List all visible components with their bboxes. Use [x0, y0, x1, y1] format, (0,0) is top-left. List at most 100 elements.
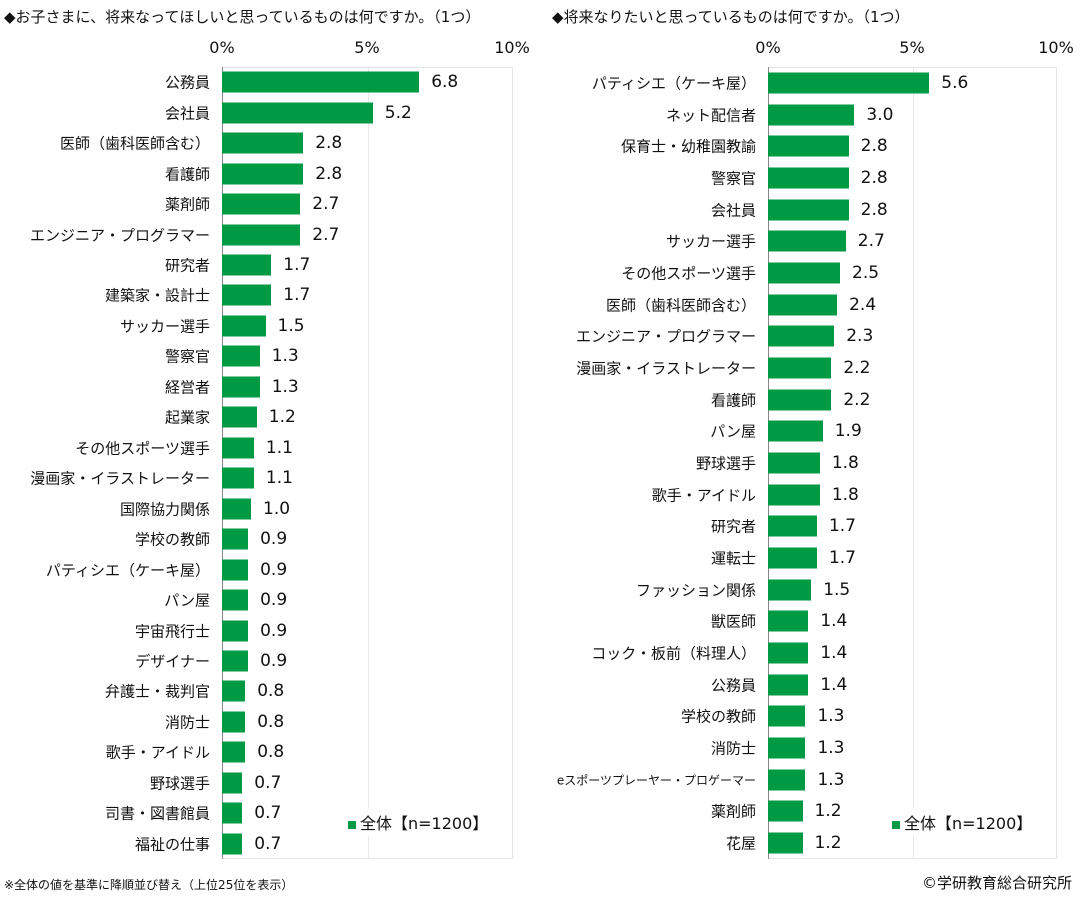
data-label: 1.5	[277, 315, 305, 336]
bar	[768, 800, 803, 822]
bar	[768, 135, 849, 157]
category-label: 福祉の仕事	[134, 835, 210, 854]
bar	[768, 579, 812, 601]
bar	[768, 769, 806, 791]
category-label: 警察官	[164, 347, 210, 366]
data-label: 0.9	[260, 559, 288, 580]
bar	[768, 420, 823, 442]
category-label: 看護師	[710, 391, 756, 410]
data-label: 1.3	[271, 376, 299, 397]
bar	[222, 193, 301, 215]
data-label: 2.7	[312, 224, 340, 245]
data-label: 2.8	[860, 136, 888, 157]
data-label: 1.0	[263, 498, 291, 519]
bar	[222, 102, 373, 124]
category-label: コック・板前（料理人）	[591, 644, 756, 663]
data-label: 0.9	[260, 620, 288, 641]
category-label: 歌手・アイドル	[651, 486, 756, 505]
bar	[222, 802, 243, 824]
category-label: 司書・図書館員	[104, 804, 210, 823]
category-label: 会社員	[164, 104, 210, 123]
data-label: 0.7	[254, 833, 282, 854]
data-label: 1.3	[271, 346, 299, 367]
y-axis-line	[222, 67, 223, 859]
category-label: 消防士	[164, 713, 210, 732]
data-label: 0.8	[257, 711, 285, 732]
data-label: 1.7	[283, 255, 311, 275]
data-label: 0.8	[257, 681, 285, 702]
bar	[768, 199, 849, 221]
x-tick-label: 0%	[209, 38, 235, 57]
data-label: 1.5	[823, 579, 851, 600]
bar	[768, 389, 832, 411]
chart-right-title: ◆将来なりたいと思っているものは何ですか。（1つ）	[552, 8, 910, 26]
category-label: 国際協力関係	[119, 500, 210, 519]
data-label: 2.7	[312, 194, 340, 215]
data-label: 1.7	[828, 516, 856, 537]
legend-label: 全体【n=1200】	[904, 814, 1033, 833]
category-label: 弁護士・裁判官	[104, 682, 210, 701]
data-label: 6.8	[431, 72, 459, 93]
category-label: 会社員	[710, 201, 756, 220]
bar	[222, 284, 272, 306]
data-label: 1.4	[820, 643, 848, 664]
category-label: 建築家・設計士	[104, 286, 210, 305]
bar	[222, 71, 420, 93]
bar	[768, 515, 817, 537]
category-label: 宇宙飛行士	[134, 622, 210, 641]
bar	[222, 833, 243, 855]
data-label: 2.7	[857, 231, 885, 252]
bar	[222, 528, 249, 550]
bar	[222, 254, 272, 276]
category-label: 薬剤師	[164, 195, 210, 214]
category-label: エンジニア・プログラマー	[575, 327, 756, 346]
bar	[222, 559, 249, 581]
bar	[222, 345, 260, 367]
category-label: 公務員	[710, 676, 756, 695]
category-label: その他スポーツ選手	[75, 439, 210, 458]
category-label: 警察官	[710, 169, 756, 188]
bar	[768, 294, 838, 316]
bar	[768, 674, 809, 696]
x-tick-label: 5%	[899, 38, 925, 57]
category-label: パティシエ（ケーキ屋）	[45, 561, 210, 580]
category-label: 花屋	[725, 834, 756, 853]
bar	[222, 406, 257, 428]
bar	[222, 467, 254, 489]
data-label: 1.9	[834, 421, 862, 442]
data-label: 1.7	[283, 285, 311, 306]
data-label: 0.7	[254, 803, 282, 824]
footnote: ※全体の値を基準に降順並び替え（上位25位を表示）	[4, 878, 294, 892]
category-label: ネット配信者	[665, 106, 756, 125]
legend-swatch	[348, 820, 356, 829]
data-label: 2.8	[315, 133, 343, 154]
category-label: 野球選手	[695, 454, 756, 473]
data-label: 1.3	[817, 738, 845, 759]
category-label: 消防士	[710, 739, 756, 758]
category-label: 保育士・幼稚園教諭	[620, 137, 756, 156]
data-label: 1.2	[268, 407, 296, 428]
data-label: 1.4	[820, 611, 848, 632]
category-label: 薬剤師	[710, 802, 756, 821]
category-label: 学校の教師	[680, 707, 756, 726]
data-label: 2.5	[852, 262, 880, 283]
bar	[222, 711, 246, 733]
x-tick-label: 10%	[1038, 38, 1074, 57]
category-label: 漫画家・イラストレーター	[30, 469, 210, 488]
category-label: デザイナー	[135, 652, 210, 671]
x-tick-label: 0%	[755, 38, 781, 57]
gridline	[913, 68, 914, 858]
data-label: 1.2	[814, 833, 842, 854]
category-label: パン屋	[164, 591, 210, 610]
data-label: 2.4	[849, 294, 877, 315]
bar	[768, 230, 846, 252]
bar	[222, 498, 251, 520]
legend-swatch	[892, 820, 900, 829]
category-label: 研究者	[710, 517, 756, 536]
data-label: 1.8	[831, 484, 859, 505]
copyright: ©学研教育総合研究所	[921, 874, 1072, 892]
data-label: 1.1	[265, 468, 293, 489]
bar	[768, 325, 835, 347]
category-label: eスポーツプレーヤー・プロゲーマー	[556, 773, 756, 788]
